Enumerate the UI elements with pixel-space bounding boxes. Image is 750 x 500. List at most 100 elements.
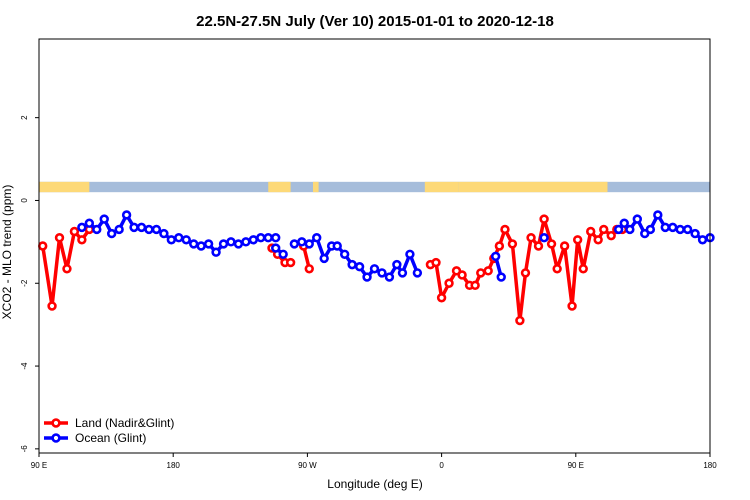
- series-0-point: [559, 241, 570, 251]
- series-0-point: [285, 257, 296, 268]
- series-0: [38, 214, 628, 326]
- series-1-point: [619, 218, 629, 228]
- series-1-point: [92, 224, 102, 235]
- series-1-point: [319, 253, 329, 264]
- series-0-point: [457, 270, 467, 280]
- series-1-point: [174, 233, 184, 243]
- series-1: [77, 210, 715, 282]
- series-0-point: [470, 280, 480, 291]
- series-1-point: [211, 247, 221, 257]
- series-0-point: [526, 233, 536, 243]
- series-1-point: [668, 222, 678, 233]
- series-1-point: [241, 237, 251, 247]
- series-0-point: [476, 268, 486, 278]
- series-1-point: [189, 239, 199, 249]
- legend: Land (Nadir&Glint)Ocean (Glint): [44, 416, 174, 445]
- series-1-point: [271, 243, 281, 253]
- series-0-point: [567, 301, 577, 311]
- land-band-4: [458, 181, 608, 193]
- series-0-point: [69, 226, 80, 237]
- ocean-band: [39, 181, 710, 193]
- y-tick-label-0: 2: [20, 115, 29, 120]
- series-1-point: [645, 224, 656, 235]
- series-1-point: [613, 224, 624, 235]
- series-1-point: [196, 241, 206, 251]
- series-1-point: [203, 239, 214, 249]
- x-tick-label-3: 0: [439, 461, 444, 470]
- series-0-point: [539, 214, 549, 224]
- series-1-point: [625, 224, 635, 235]
- series-1-point: [332, 241, 342, 251]
- series-0-point: [77, 235, 87, 245]
- series-1-point: [248, 235, 259, 245]
- land-band-2: [312, 181, 319, 193]
- y-tick-label-1: 0: [20, 198, 29, 203]
- series-0-point: [38, 241, 48, 251]
- series-0-point: [606, 230, 616, 241]
- series-1-point: [271, 233, 281, 243]
- series-1-point: [151, 224, 162, 235]
- legend-label-1: Ocean (Glint): [75, 431, 146, 445]
- series-0-point: [533, 241, 544, 251]
- series-1-point: [218, 239, 229, 249]
- series-1-point: [496, 272, 506, 282]
- x-tick-label-2: 90 W: [298, 461, 317, 470]
- series-0-point: [507, 239, 518, 249]
- series-0-point: [47, 301, 57, 311]
- x-tick-label-5: 180: [703, 461, 717, 470]
- series-0-point: [54, 233, 65, 243]
- series-0-point: [578, 264, 588, 274]
- land-ocean-mask: [39, 181, 710, 193]
- series-0-point: [483, 266, 493, 276]
- series-0-point: [546, 239, 557, 249]
- series-0-point: [572, 235, 583, 245]
- series-1-point: [690, 228, 700, 239]
- land-band-1: [268, 181, 291, 193]
- y-tick-label-3: -4: [20, 362, 29, 370]
- series-1-point: [377, 268, 387, 278]
- legend-marker-1: [51, 433, 61, 443]
- land-band-3: [424, 181, 459, 193]
- series-1-point: [347, 259, 357, 270]
- series-1-point: [675, 224, 685, 235]
- plot-frame: [38, 38, 711, 454]
- series-0-point: [444, 278, 454, 288]
- series-1-point: [682, 224, 693, 235]
- series-layer: [38, 210, 715, 326]
- x-tick-label-4: 90 E: [568, 461, 584, 470]
- series-1-point: [354, 262, 365, 272]
- x-tick-label-0: 90 E: [31, 461, 47, 470]
- series-1-point: [166, 235, 177, 245]
- series-1-point: [539, 233, 549, 243]
- x-axis-ticks: 90 E 180 90 W 0 90 E 180: [31, 453, 717, 470]
- series-1-point: [136, 222, 147, 233]
- series-0-point: [520, 268, 531, 278]
- series-1-point: [144, 224, 154, 235]
- series-1-point: [653, 210, 663, 220]
- series-1-point: [397, 268, 408, 278]
- series-1-point: [256, 233, 266, 243]
- series-1-point: [106, 228, 117, 239]
- series-1-point: [233, 239, 244, 249]
- series-0-point: [599, 224, 609, 235]
- series-1-point: [339, 249, 350, 259]
- x-axis-label: Longitude (deg E): [327, 477, 422, 491]
- series-1-point: [289, 239, 300, 249]
- series-0-point: [593, 235, 603, 245]
- series-0-point: [436, 293, 447, 303]
- series-1-point: [384, 272, 395, 282]
- series-1-point: [369, 264, 380, 274]
- series-1-point: [263, 233, 273, 243]
- series-1-point: [392, 259, 402, 270]
- y-axis-label: XCO2 - MLO trend (ppm): [0, 185, 14, 320]
- series-0-point: [431, 257, 441, 268]
- series-0-point: [494, 241, 505, 251]
- series-1-point: [632, 214, 643, 224]
- series-1-point: [278, 249, 288, 259]
- x-tick-label-1: 180: [167, 461, 181, 470]
- series-1-point: [405, 249, 415, 259]
- series-1-point: [99, 214, 109, 224]
- series-0-point: [62, 264, 72, 274]
- series-1-point: [159, 228, 169, 239]
